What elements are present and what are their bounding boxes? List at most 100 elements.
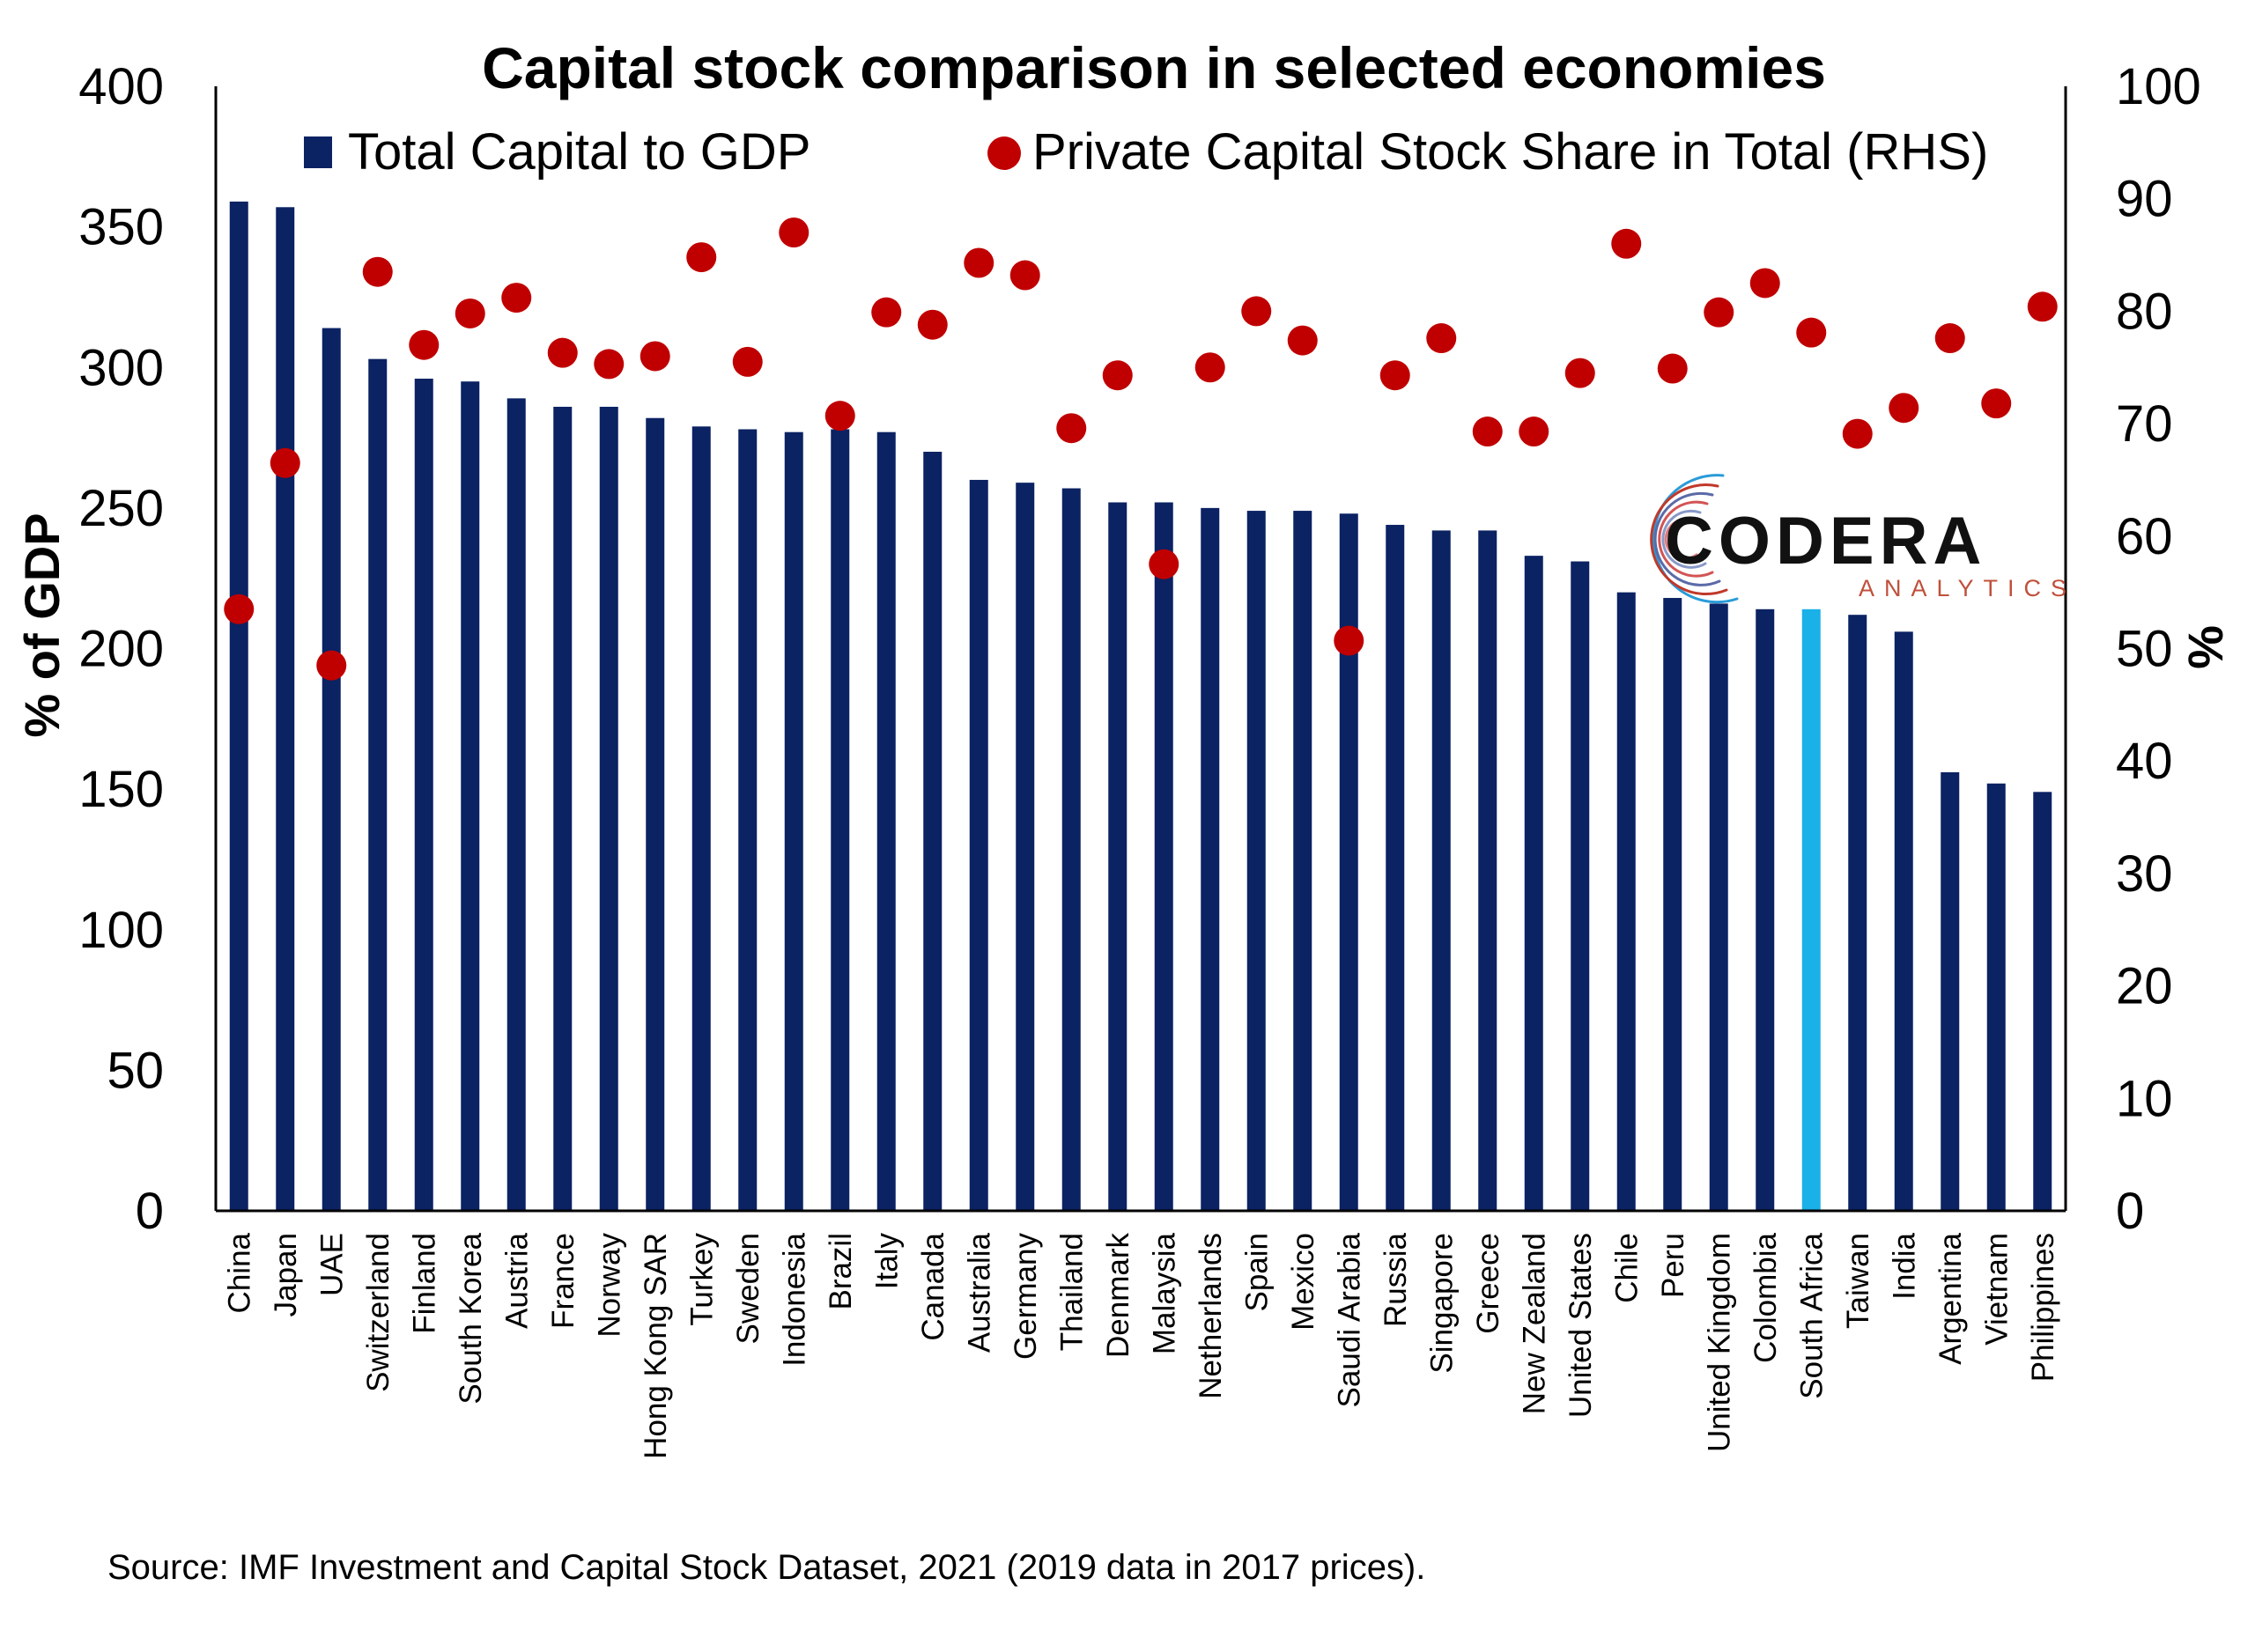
bar — [1986, 783, 2006, 1211]
bar-series — [229, 201, 2052, 1212]
category-label: Italy — [869, 1233, 904, 1290]
dot — [1519, 417, 1549, 447]
bar — [876, 431, 896, 1211]
dot — [1564, 358, 1595, 388]
legend-bar-swatch — [304, 136, 332, 168]
left-tick-label: 350 — [78, 199, 164, 256]
category-label: Austria — [499, 1232, 534, 1328]
category-label: Argentina — [1933, 1232, 1968, 1364]
category-label: Philippines — [2026, 1233, 2060, 1382]
dot — [409, 329, 440, 360]
category-label: Netherlands — [1194, 1233, 1228, 1399]
category-label: Switzerland — [361, 1233, 396, 1392]
bar — [1894, 631, 1913, 1211]
legend-bar-label: Total Capital to GDP — [348, 123, 810, 181]
bar — [599, 406, 618, 1211]
bar — [738, 429, 758, 1211]
left-tick-label: 0 — [136, 1183, 164, 1240]
bar — [322, 328, 341, 1211]
legend-dot-label: Private Capital Stock Share in Total (RH… — [1032, 123, 1988, 181]
category-label: Brazil — [824, 1233, 858, 1310]
dot — [1796, 317, 1827, 348]
dot — [1009, 260, 1040, 291]
dot — [1472, 417, 1503, 447]
bar — [1709, 603, 1728, 1211]
category-label: Canada — [916, 1232, 950, 1340]
right-tick-label: 0 — [2116, 1183, 2144, 1240]
category-label: Greece — [1471, 1233, 1505, 1334]
bar — [276, 207, 295, 1212]
dot — [1194, 352, 1225, 383]
dot — [594, 349, 625, 380]
category-label: France — [546, 1233, 580, 1329]
bar — [923, 452, 943, 1211]
bar — [1663, 598, 1682, 1211]
dot — [1426, 323, 1457, 354]
dot — [1657, 353, 1688, 384]
dot — [917, 309, 948, 340]
dot-series — [224, 218, 2058, 681]
category-label: Vietnam — [1979, 1233, 2014, 1346]
bar — [1386, 525, 1405, 1211]
category-label: Malaysia — [1147, 1232, 1181, 1354]
dot — [224, 594, 255, 624]
right-tick-label: 10 — [2116, 1070, 2173, 1127]
dot — [547, 337, 578, 368]
category-label: Indonesia — [777, 1232, 811, 1366]
category-label: Australia — [962, 1232, 996, 1353]
bar — [1524, 556, 1543, 1211]
dot — [1149, 549, 1179, 579]
dot — [455, 298, 485, 328]
category-label: South Korea — [454, 1232, 488, 1404]
category-label: Denmark — [1101, 1233, 1135, 1358]
bar — [506, 398, 526, 1211]
category-label: Mexico — [1286, 1233, 1320, 1331]
legend-dot-swatch — [987, 136, 1021, 170]
left-tick-label: 400 — [78, 58, 164, 115]
dot — [1889, 393, 1919, 424]
category-label: Colombia — [1749, 1232, 1783, 1362]
category-label: South Africa — [1794, 1232, 1829, 1398]
category-label: Finland — [407, 1233, 441, 1334]
category-label: Spain — [1239, 1233, 1274, 1312]
category-labels: China Japan UAE Switzerland Finland South Kor… — [222, 1232, 2060, 1458]
left-tick-label: 250 — [78, 480, 164, 537]
bar — [1016, 483, 1035, 1211]
category-label: Thailand — [1054, 1233, 1089, 1351]
dot — [779, 218, 810, 248]
category-label: United States — [1564, 1233, 1598, 1418]
source-note: Source: IMF Investment and Capital Stock… — [107, 1548, 1425, 1587]
bar — [1201, 507, 1220, 1211]
bar — [1339, 513, 1358, 1211]
codera-logo: CODERA ANALYTICS — [1650, 474, 2066, 604]
dot — [640, 341, 670, 372]
dot — [824, 401, 855, 431]
bar — [1293, 511, 1312, 1211]
dot — [686, 242, 717, 273]
bar — [461, 381, 480, 1211]
category-label: Sweden — [731, 1233, 765, 1344]
dot — [1842, 418, 1873, 449]
bar — [691, 426, 711, 1212]
category-label: New Zealand — [1517, 1233, 1551, 1414]
category-label: Taiwan — [1841, 1233, 1875, 1329]
dot — [1287, 325, 1318, 356]
bar — [1848, 615, 1867, 1211]
dot — [871, 297, 902, 328]
bar — [1941, 771, 1960, 1211]
dot — [1704, 297, 1734, 328]
category-label: Japan — [269, 1233, 303, 1316]
right-axis-ticks: 0 10 20 30 40 50 60 70 80 90 100 — [2116, 58, 2201, 1240]
category-label: China — [222, 1232, 256, 1313]
category-label: India — [1887, 1232, 1921, 1299]
bar — [1756, 608, 1775, 1211]
bar — [1108, 502, 1128, 1211]
logo-mark-icon — [1650, 474, 1739, 604]
category-label: Russia — [1379, 1232, 1413, 1327]
category-label: United Kingdom — [1702, 1233, 1736, 1452]
bar — [1616, 592, 1636, 1211]
category-label: Chile — [1609, 1233, 1644, 1303]
dot — [964, 247, 994, 278]
left-axis-ticks: 0 50 100 150 200 250 300 350 400 — [78, 58, 164, 1240]
category-label: Singapore — [1424, 1233, 1459, 1374]
